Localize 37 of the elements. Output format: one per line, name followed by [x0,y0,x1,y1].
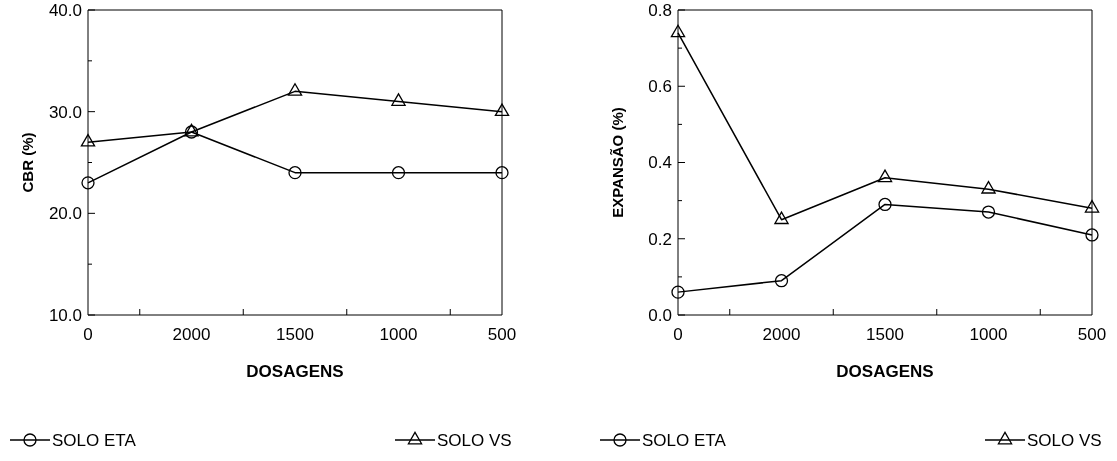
y-tick-label: 40.0 [48,0,82,20]
point [981,180,996,194]
point [774,274,789,288]
x-tick-label: 500 [1077,325,1107,344]
y-tick-label: 0.8 [648,0,672,20]
x-tick-label: 1000 [969,325,1008,344]
x-tick-label: 1500 [866,325,904,344]
point [877,169,893,183]
y-tick-label: 0.2 [648,229,672,249]
x-axis-title: DOSAGENS [836,362,934,381]
y-tick-label: 30.0 [48,102,82,122]
y-axis-title: EXPANSÃO (%) [609,107,626,218]
point [1085,228,1099,242]
y-tick-label: 0.4 [648,153,672,173]
y-tick-label: 10.0 [48,305,82,325]
x-tick-label: 0 [673,325,683,344]
point [774,211,789,225]
x-tick-label: 2000 [172,325,211,344]
x-tick-label: 0 [83,325,93,344]
point [1084,200,1100,213]
legend-label: SOLO ETA [52,430,137,450]
legend-label: SOLO VS [437,430,512,450]
legend-label: SOLO ETA [642,430,727,450]
point [671,285,685,299]
y-tick-label: 0.0 [648,305,672,325]
y-axis-title: CBR (%) [19,132,36,193]
point [878,197,892,212]
point [981,205,996,219]
x-tick-label: 500 [487,325,517,344]
legend-label: SOLO VS [1027,430,1102,450]
y-tick-label: 0.6 [648,77,672,97]
point [670,24,686,38]
x-tick-label: 1000 [379,325,418,344]
y-tick-label: 20.0 [48,204,82,224]
x-tick-label: 2000 [762,325,801,344]
x-axis-title: DOSAGENS [246,362,344,381]
x-tick-label: 1500 [276,325,314,344]
